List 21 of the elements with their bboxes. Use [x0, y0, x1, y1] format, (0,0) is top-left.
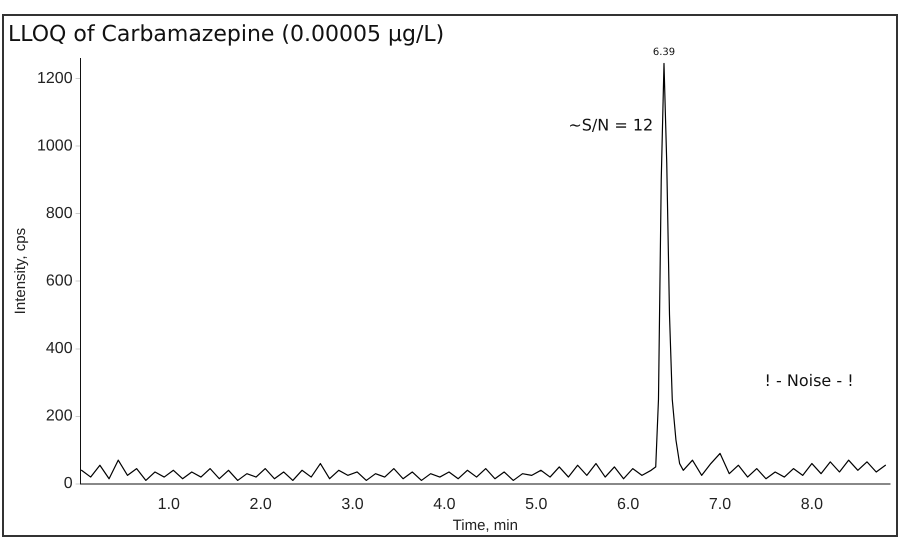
x-tick-label: 3.0 — [341, 496, 364, 513]
y-tick-label: 1200 — [37, 70, 73, 88]
y-tick-label: 0 — [64, 475, 73, 492]
annotation: 6.39 — [652, 47, 676, 58]
x-tick-label: 4.0 — [433, 496, 456, 513]
annotation: ~S/N = 12 — [568, 116, 654, 135]
chart-title: LLOQ of Carbamazepine (0.00005 µg/L) — [8, 22, 444, 47]
x-tick-label: 8.0 — [800, 496, 824, 513]
y-axis-title: Intensity, cps — [12, 228, 30, 314]
annotation: ! - Noise - ! — [764, 370, 854, 390]
y-tick-label: 200 — [46, 408, 73, 425]
x-tick-label: 6.0 — [617, 496, 640, 513]
x-tick-label: 5.0 — [525, 496, 548, 513]
x-tick-label: 7.0 — [708, 496, 732, 513]
y-tick-label: 800 — [46, 205, 73, 222]
x-tick-label: 2.0 — [250, 496, 272, 513]
y-tick-label: 600 — [46, 272, 73, 290]
x-axis-title: Time, min — [452, 517, 518, 534]
x-tick-label: 1.0 — [158, 496, 180, 513]
y-tick-label: 1000 — [37, 138, 73, 155]
y-tick-label: 400 — [46, 340, 73, 358]
